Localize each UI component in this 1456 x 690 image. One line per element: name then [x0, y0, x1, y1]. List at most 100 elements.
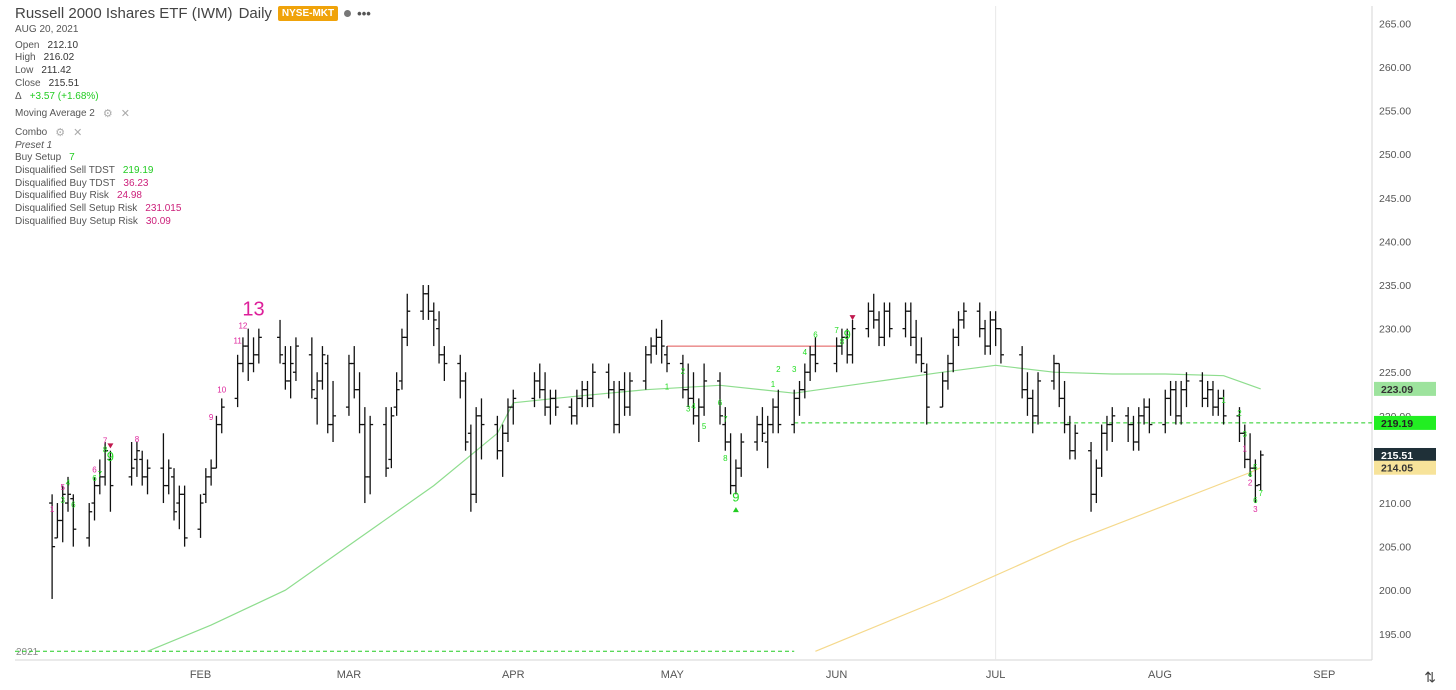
td-count-label: 7 — [1258, 489, 1263, 498]
td-count-label: 1 — [771, 380, 776, 389]
x-tick-label: SEP — [1313, 669, 1335, 681]
td-count-label: 8 — [103, 445, 108, 454]
ma-settings-gear-icon[interactable]: ⚙ — [102, 108, 113, 121]
td-count-label: 6 — [718, 398, 723, 407]
td-count-label: 2 — [681, 367, 686, 376]
high-label: High — [15, 52, 36, 64]
td-count-label: 1 — [1221, 396, 1226, 405]
td-count-label: 11 — [233, 336, 242, 345]
td-count-label: 6 — [1253, 496, 1258, 505]
td-count-label: 12 — [238, 322, 247, 331]
high-value: 216.02 — [43, 52, 75, 64]
open-label: Open — [15, 39, 40, 51]
dq-buy-tdst-value: 36.23 — [123, 177, 149, 189]
td-count-label: 7 — [723, 415, 728, 424]
td-count-label: 3 — [60, 496, 65, 505]
y-tick-label: 245.00 — [1379, 193, 1411, 205]
x-tick-label: AUG — [1148, 669, 1172, 681]
td-count-label: 9 — [209, 413, 214, 422]
dq-sell-tdst-value: 219.19 — [122, 165, 154, 177]
change-label: Δ — [15, 90, 22, 102]
y-tick-label: 225.00 — [1379, 367, 1411, 379]
y-tick-label: 250.00 — [1379, 149, 1411, 161]
ohlc-info-panel: AUG 20, 2021 Open 212.10 High 216.02 Low 21… — [15, 24, 181, 229]
td-count-label: 6 — [92, 474, 97, 483]
price-badge-label: 214.05 — [1381, 463, 1413, 475]
td-count-label: 13 — [242, 299, 264, 321]
chart-header: Russell 2000 Ishares ETF (IWM) Daily NYS… — [15, 4, 371, 22]
more-options-icon[interactable]: ••• — [357, 5, 371, 21]
price-badge-bg — [1374, 415, 1436, 430]
td-count-label: 3 — [1253, 505, 1258, 514]
swap-axis-icon[interactable]: ⇅ — [1424, 669, 1436, 685]
td-count-label: 6 — [71, 500, 76, 509]
td-count-label: 8 — [135, 435, 140, 444]
td-count-label: 2 — [776, 365, 781, 374]
price-badge-label: 219.19 — [1381, 418, 1413, 430]
y-tick-label: 255.00 — [1379, 106, 1411, 118]
td-count-label: 1 — [665, 383, 670, 392]
setup-arrow-marker — [107, 443, 114, 449]
setup-arrow-marker — [732, 507, 739, 513]
y-tick-label: 210.00 — [1379, 498, 1411, 510]
td-count-label: 4 — [1248, 470, 1253, 479]
y-tick-label: 205.00 — [1379, 542, 1411, 554]
td-count-label: 7 — [98, 470, 103, 479]
ma-remove-close-icon[interactable]: ✕ — [120, 108, 130, 121]
price-badge-bg — [1374, 381, 1436, 396]
td-count-label: 1 — [50, 505, 55, 514]
y-tick-label: 240.00 — [1379, 236, 1411, 248]
y-tick-label: 235.00 — [1379, 280, 1411, 292]
td-count-label: 7 — [834, 326, 839, 335]
symbol-title: Russell 2000 Ishares ETF (IWM) — [15, 4, 233, 22]
x-tick-label: APR — [502, 669, 525, 681]
td-count-label: 3 — [1243, 430, 1248, 439]
low-label: Low — [15, 65, 34, 77]
interval-label[interactable]: Daily — [238, 4, 272, 22]
td-count-label: 9 — [844, 327, 851, 342]
td-count-label: 4 — [803, 348, 808, 357]
open-value: 212.10 — [47, 39, 79, 51]
combo-remove-close-icon[interactable]: ✕ — [73, 126, 83, 139]
price-badge-label: 223.09 — [1381, 384, 1413, 396]
close-label: Close — [15, 77, 41, 89]
price-badge-bg — [1374, 460, 1436, 475]
x-tick-label: MAR — [337, 669, 362, 681]
x-tick-label: JUN — [826, 669, 847, 681]
y-tick-label: 200.00 — [1379, 585, 1411, 597]
td-count-label: 2 — [1237, 409, 1242, 418]
change-value: +3.57 (+1.68%) — [29, 90, 99, 102]
dq-buy-risk-label: Disqualified Buy Risk — [15, 190, 109, 202]
combo-label: Combo — [15, 126, 48, 138]
td-count-label: 2 — [1248, 479, 1253, 488]
moving-average-label: Moving Average 2 — [15, 108, 95, 120]
price-badge-bg — [1374, 447, 1436, 462]
status-dot-icon — [344, 9, 352, 17]
td-count-label: 7 — [103, 437, 108, 446]
y-tick-label: 230.00 — [1379, 324, 1411, 336]
td-count-label: 3 — [686, 404, 691, 413]
combo-settings-gear-icon[interactable]: ⚙ — [55, 126, 66, 139]
y-tick-label: 260.00 — [1379, 62, 1411, 74]
y-tick-label: 265.00 — [1379, 18, 1411, 30]
td-count-label: 6 — [813, 330, 818, 339]
x-tick-label: MAY — [661, 669, 685, 681]
bar-date: AUG 20, 2021 — [15, 24, 79, 35]
td-count-label: 4 — [66, 479, 71, 488]
x-tick-label: JUL — [986, 669, 1006, 681]
x-tick-label: FEB — [190, 669, 211, 681]
td-count-label: 3 — [792, 365, 797, 374]
td-count-label: 9 — [107, 449, 114, 464]
close-value: 215.51 — [48, 77, 80, 89]
td-count-label: 8 — [840, 337, 845, 346]
setup-arrow-marker — [849, 315, 856, 321]
low-value: 211.42 — [41, 65, 72, 77]
td-count-label: 6 — [92, 466, 97, 475]
moving-average-slow-line — [815, 467, 1261, 652]
td-count-label: 1 — [1243, 445, 1248, 454]
exchange-badge: NYSE-MKT — [277, 5, 339, 21]
dq-sell-setup-risk-value: 231.015 — [145, 203, 182, 215]
y-tick-label: 195.00 — [1379, 629, 1411, 641]
dq-sell-setup-risk-label: Disqualified Sell Setup Risk — [15, 203, 138, 215]
